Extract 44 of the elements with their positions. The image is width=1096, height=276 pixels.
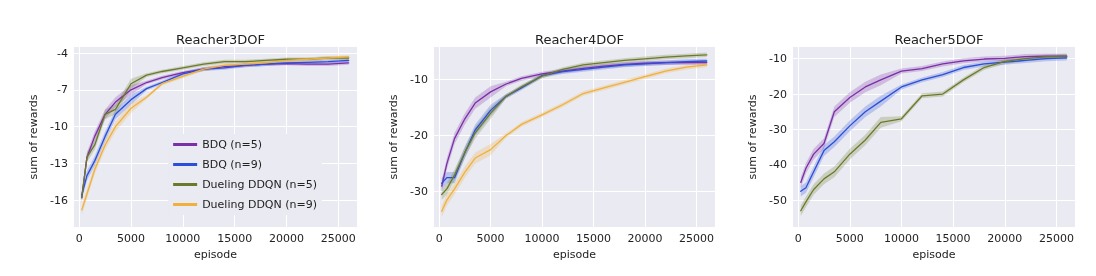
x-axis-title: episode (912, 248, 956, 261)
y-tick-label: -10 (50, 120, 68, 134)
x-tick-label: 20000 (987, 232, 1023, 245)
y-tick-label: -13 (50, 156, 68, 170)
x-tick-label: 5000 (117, 232, 146, 245)
y-tick-label: -4 (57, 46, 68, 60)
y-tick-label: -40 (769, 158, 787, 172)
y-tick-label: -7 (57, 83, 68, 97)
y-axis-title: sum of rewards (27, 94, 41, 180)
legend-label: BDQ (n=9) (202, 158, 263, 171)
x-tick-label: 25000 (678, 232, 714, 245)
legend-label: Dueling DDQN (n=5) (202, 178, 318, 191)
chart-title: Reacher3DOF (175, 32, 266, 47)
x-tick-label: 20000 (627, 232, 663, 245)
y-tick-label: -10 (769, 52, 787, 66)
x-tick-label: 20000 (269, 232, 305, 245)
x-axis-title: episode (193, 248, 238, 261)
x-tick-label: 10000 (524, 232, 560, 245)
legend-label: BDQ (n=5) (202, 138, 263, 151)
y-tick-label: -30 (769, 122, 787, 136)
x-tick-label: 0 (794, 232, 802, 245)
x-axis-title: episode (552, 248, 597, 261)
legend-label: Dueling DDQN (n=9) (202, 198, 318, 211)
x-tick-label: 25000 (320, 232, 356, 245)
x-tick-label: 15000 (217, 232, 253, 245)
chart-title: Reacher5DOF (894, 32, 984, 47)
x-tick-label: 10000 (883, 232, 919, 245)
x-tick-label: 25000 (1038, 232, 1074, 245)
chart-title: Reacher4DOF (534, 32, 625, 47)
y-tick-label: -10 (410, 73, 428, 87)
x-tick-label: 5000 (835, 232, 864, 245)
y-tick-label: -20 (410, 129, 428, 143)
x-tick-label: 10000 (165, 232, 201, 245)
y-axis-title: sum of rewards (746, 94, 760, 180)
y-tick-label: -16 (50, 193, 68, 207)
y-axis-title: sum of rewards (387, 94, 401, 180)
x-tick-label: 5000 (476, 232, 505, 245)
x-tick-label: 0 (435, 232, 443, 245)
x-tick-label: 15000 (576, 232, 612, 245)
y-tick-label: -20 (769, 87, 787, 101)
x-tick-label: 0 (75, 232, 83, 245)
y-tick-label: -50 (769, 193, 787, 207)
x-tick-label: 15000 (935, 232, 971, 245)
y-tick-label: -30 (410, 185, 428, 199)
